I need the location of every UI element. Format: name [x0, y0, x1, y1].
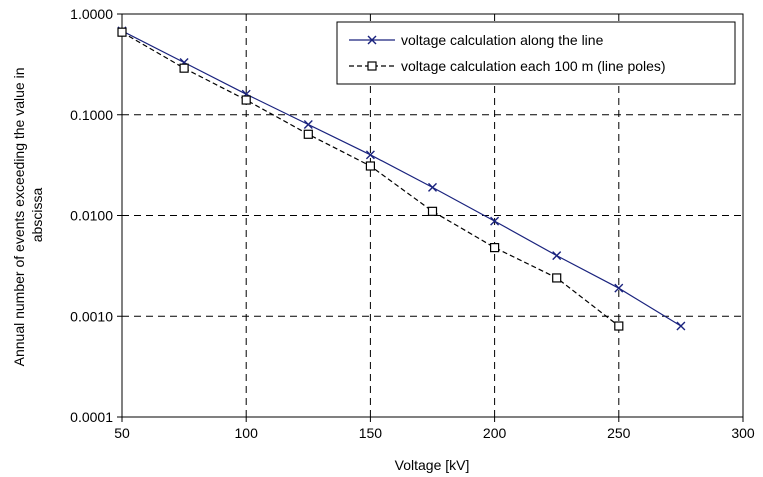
x-tick-label: 150	[359, 425, 383, 441]
y-tick-label: 0.0010	[70, 308, 113, 324]
legend: voltage calculation along the line voltag…	[336, 21, 736, 85]
data-point-x-marker	[428, 182, 437, 192]
data-point-x-marker	[676, 321, 686, 331]
legend-label: voltage calculation each 100 m (line pol…	[401, 58, 666, 74]
data-point-square-marker	[303, 129, 313, 139]
legend-box	[336, 21, 736, 85]
data-point-square-marker	[614, 321, 624, 331]
tick-labels: 50 100 150 200 250 300 0.0001 0.0010 0.0100 0.100…	[70, 6, 755, 441]
data-point-x-marker	[614, 283, 624, 293]
data-point-square-marker	[365, 161, 375, 171]
y-tick-label: 0.0100	[70, 208, 113, 224]
series-line	[121, 30, 682, 327]
data-point-square-marker	[367, 61, 377, 71]
x-tick-label: 250	[607, 425, 631, 441]
data-point-x-marker	[367, 35, 377, 45]
data-point-x-marker	[490, 216, 500, 226]
data-point-square-marker	[241, 95, 251, 105]
data-point-square-marker	[179, 63, 189, 73]
legend-label: voltage calculation along the line	[401, 32, 604, 48]
grid-lines	[122, 14, 743, 417]
data-point-x-marker	[552, 251, 562, 261]
x-tick-label: 300	[731, 425, 755, 441]
y-axis-label-line-1: Annual number of events exceeding the va…	[11, 68, 27, 367]
data-point-square-marker	[552, 273, 562, 283]
data-point-square-marker	[490, 243, 500, 253]
x-tick-label: 50	[114, 425, 130, 441]
y-tick-label: 0.1000	[70, 107, 113, 123]
x-axis-label: Voltage [kV]	[395, 457, 470, 473]
series-2	[117, 27, 624, 331]
x-tick-label: 200	[483, 425, 507, 441]
data-point-x-marker	[303, 120, 313, 130]
series-group	[117, 26, 686, 331]
y-axis-label-line-2: abscissa	[29, 188, 45, 243]
legend-item: voltage calculation each 100 m (line pol…	[349, 58, 666, 74]
y-tick-label: 1.0000	[70, 6, 113, 22]
legend-item: voltage calculation along the line	[349, 32, 604, 48]
data-point-square-marker	[117, 27, 127, 37]
y-axis-label: Annual number of events exceeding the va…	[11, 64, 45, 367]
data-point-square-marker	[427, 206, 438, 216]
data-point-x-marker	[365, 150, 375, 160]
x-tick-label: 100	[235, 425, 259, 441]
y-tick-label: 0.0001	[70, 409, 113, 425]
